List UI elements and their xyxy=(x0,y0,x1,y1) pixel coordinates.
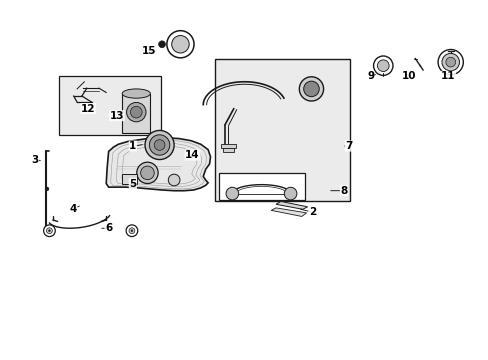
Text: 8: 8 xyxy=(340,186,347,196)
Text: 5: 5 xyxy=(129,179,136,189)
Bar xyxy=(215,59,349,202)
Circle shape xyxy=(154,140,164,150)
Text: 13: 13 xyxy=(109,111,124,121)
Circle shape xyxy=(168,174,180,186)
Text: 10: 10 xyxy=(402,71,416,81)
Polygon shape xyxy=(106,138,210,191)
Bar xyxy=(223,148,233,152)
Circle shape xyxy=(166,31,194,58)
Ellipse shape xyxy=(122,89,150,98)
Bar xyxy=(122,174,137,184)
Circle shape xyxy=(126,103,146,122)
Circle shape xyxy=(299,77,323,101)
Circle shape xyxy=(437,50,463,75)
Bar xyxy=(59,76,161,135)
Circle shape xyxy=(137,162,158,184)
Circle shape xyxy=(445,57,455,67)
Circle shape xyxy=(441,53,459,71)
Text: 15: 15 xyxy=(142,46,156,57)
Polygon shape xyxy=(275,202,307,209)
Circle shape xyxy=(131,230,133,232)
Circle shape xyxy=(303,81,319,97)
Text: 9: 9 xyxy=(366,71,373,81)
Text: 14: 14 xyxy=(185,150,200,160)
Circle shape xyxy=(373,56,392,75)
Circle shape xyxy=(167,145,185,163)
Circle shape xyxy=(129,228,135,234)
Text: 3: 3 xyxy=(31,156,39,165)
Text: 7: 7 xyxy=(345,141,352,151)
Circle shape xyxy=(46,228,52,234)
Text: 1: 1 xyxy=(129,141,136,151)
Text: 4: 4 xyxy=(69,203,77,213)
Circle shape xyxy=(130,106,142,118)
Circle shape xyxy=(149,135,169,155)
Circle shape xyxy=(284,187,296,200)
Circle shape xyxy=(48,230,50,232)
Circle shape xyxy=(145,130,174,159)
Text: 6: 6 xyxy=(105,223,112,233)
Text: 11: 11 xyxy=(440,71,455,81)
Bar xyxy=(122,94,150,133)
Circle shape xyxy=(126,225,138,237)
Text: 2: 2 xyxy=(308,207,315,217)
Polygon shape xyxy=(271,208,306,216)
Circle shape xyxy=(45,187,49,191)
Circle shape xyxy=(171,149,182,159)
Bar xyxy=(221,144,235,148)
Circle shape xyxy=(158,41,165,48)
Circle shape xyxy=(377,60,388,72)
Text: 12: 12 xyxy=(81,104,95,113)
Circle shape xyxy=(171,36,189,53)
Circle shape xyxy=(141,166,154,180)
Circle shape xyxy=(225,187,238,200)
Bar xyxy=(218,173,305,200)
Circle shape xyxy=(43,225,55,237)
